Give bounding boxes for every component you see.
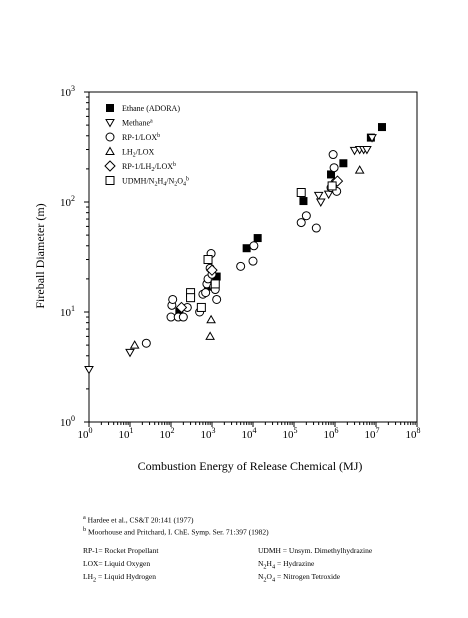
point-ethane-adora [242,244,251,253]
point-udmh-n2h4-n2o4 [210,279,220,289]
point-udmh-n2h4-n2o4 [327,181,337,191]
x-tick-label: 101 [119,426,134,441]
point-lh2-lox [205,331,215,340]
abbrev-rp1: RP-1= Rocket Propellant [83,546,159,555]
x-tick-label: 100 [78,426,93,441]
point-rp-1-lox [328,150,338,160]
point-ethane-adora [377,123,386,132]
point-rp-1-lox [296,218,306,228]
y-tick-label: 101 [60,304,75,319]
point-rp-1-lox [311,223,321,233]
point-udmh-n2h4-n2o4 [196,302,206,312]
legend-marker-diamond [104,160,116,172]
point-ethane-adora [339,159,348,168]
point-udmh-n2h4-n2o4 [203,255,213,265]
point-rp-1-lox [168,294,178,304]
point-lh2-lox [129,340,140,349]
legend-marker-triangle-up [105,146,115,155]
abbrev-lh2: LH2 = Liquid Hydrogen [83,572,156,584]
point-udmh-n2h4-n2o4 [186,293,196,303]
x-tick-label: 102 [160,426,175,441]
legend-label: RP-1/LOXb [122,133,160,142]
legend-marker-circle [105,132,115,142]
point-ethane-adora [212,272,221,281]
point-ethane-adora [299,197,308,206]
legend-label: RP-1/LH2/LOXb [122,162,176,173]
y-tick-label: 100 [60,414,75,429]
point-rp-1-lox [141,338,151,348]
x-axis-title: Combustion Energy of Release Chemical (M… [138,459,363,473]
abbrev-udmh: UDMH = Unsym. Dimethylhydrazine [258,546,373,555]
point-methane [315,198,326,208]
legend-label: UDMH/N2H4/N2O4b [122,177,189,188]
point-rp-1-lox [301,211,311,221]
x-tick-label: 103 [201,426,216,441]
y-tick-label: 102 [60,194,75,209]
legend-label: LH2/LOX [122,148,155,159]
x-tick-label: 104 [242,426,257,441]
y-tick-label: 103 [60,84,75,99]
x-tick-label: 106 [324,426,339,441]
point-ethane-adora [175,308,184,316]
y-axis-title: Fireball Diameter (m) [33,203,47,308]
point-ethane-adora [327,170,336,179]
legend-marker-triangle-down [105,119,115,128]
point-methane [125,348,135,358]
point-rp-1-lh2-lox [206,264,218,276]
point-rp-1-lox [236,261,246,271]
point-lh2-lox [206,314,216,324]
point-methane [313,191,324,201]
footnote-b: b Moorhouse and Pritchard, I. ChE. Symp.… [83,526,269,537]
point-udmh-n2h4-n2o4 [296,188,306,198]
footnote-a: a Hardee et al., CS&T 20:141 (1977) [83,514,194,525]
point-rp-1-lh2-lox [175,301,188,314]
abbrev-lox: LOX= Liquid Oxygen [83,559,151,568]
point-rp-1-lox [248,256,258,266]
abbrev-n2h4: N2H4 = Hydrazine [258,559,315,571]
point-rp-1-lox [329,163,339,173]
point-methane [367,134,377,143]
point-rp-1-lox [178,312,188,322]
legend: Ethane (ADORA) Methanea RP-1/LOXb LH2/LOX RP… [104,104,189,188]
abbrev-n2o4: N2O4 = Nitrogen Tetroxide [258,572,341,584]
x-tick-label: 105 [283,426,298,441]
point-rp-1-lox [212,294,222,304]
x-tick-label: 108 [406,426,421,441]
point-rp-1-lox [201,288,211,298]
point-methane [349,146,360,156]
point-methane [362,146,372,155]
point-ethane-adora [253,234,262,243]
legend-label: Ethane (ADORA) [122,104,180,113]
point-methane [84,366,94,375]
legend-label: Methanea [122,119,153,128]
x-tick-label: 107 [365,426,380,441]
legend-marker-square [105,176,115,185]
point-rp-1-lox [249,241,259,251]
point-lh2-lox [354,165,365,174]
legend-marker-filled-square [106,104,114,112]
